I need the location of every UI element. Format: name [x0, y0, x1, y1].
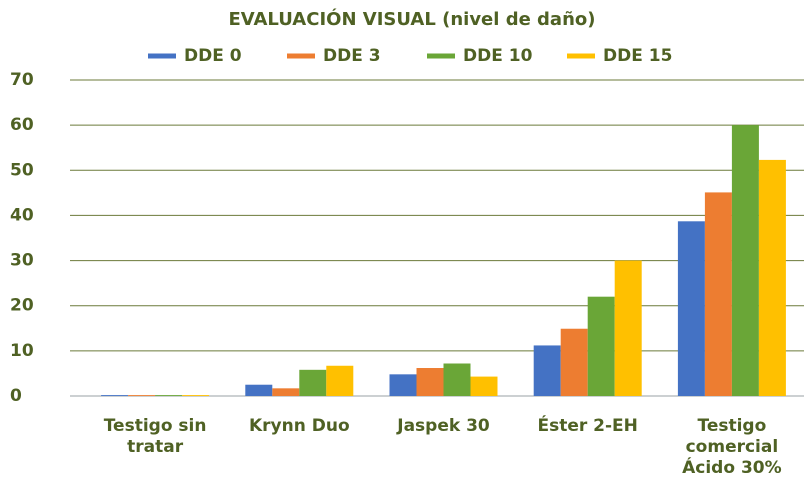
bar	[272, 388, 300, 396]
legend-label: DDE 10	[463, 46, 533, 66]
y-tick-label: 70	[10, 70, 34, 90]
x-tick-label: Testigo sin tratar	[103, 416, 207, 457]
chart-title: EVALUACIÓN VISUAL (nivel de daño)	[228, 8, 595, 30]
bar	[677, 221, 705, 396]
bar	[101, 395, 129, 396]
y-tick-label: 20	[10, 296, 34, 316]
y-tick-label: 30	[10, 251, 34, 271]
legend-label: DDE 0	[184, 46, 242, 66]
y-tick-label: 50	[10, 160, 34, 180]
bar	[182, 395, 210, 396]
bar	[587, 296, 615, 396]
bar	[326, 365, 354, 396]
bar	[533, 345, 561, 396]
bar	[758, 159, 786, 396]
bar	[128, 395, 156, 396]
legend-label: DDE 3	[323, 46, 381, 66]
x-tick-label: Testigo comercial Ácido 30%	[682, 416, 782, 478]
bar	[470, 376, 498, 396]
bar	[731, 125, 759, 397]
bar	[560, 328, 588, 396]
y-tick-label: 0	[10, 386, 22, 406]
legend-label: DDE 15	[603, 46, 672, 66]
y-tick-label: 10	[10, 341, 34, 361]
x-tick-label: Éster 2-EH	[537, 416, 638, 436]
x-tick-label: Jaspek 30	[397, 416, 490, 436]
bar	[155, 395, 183, 396]
bar	[299, 369, 327, 396]
y-tick-label: 40	[10, 205, 34, 225]
y-tick-label: 60	[10, 115, 34, 135]
bar	[614, 260, 642, 396]
x-tick-label: Krynn Duo	[248, 416, 350, 436]
bar	[416, 368, 444, 396]
bar	[389, 374, 417, 396]
bar	[443, 363, 471, 396]
bar	[245, 384, 273, 396]
bar	[704, 192, 732, 396]
